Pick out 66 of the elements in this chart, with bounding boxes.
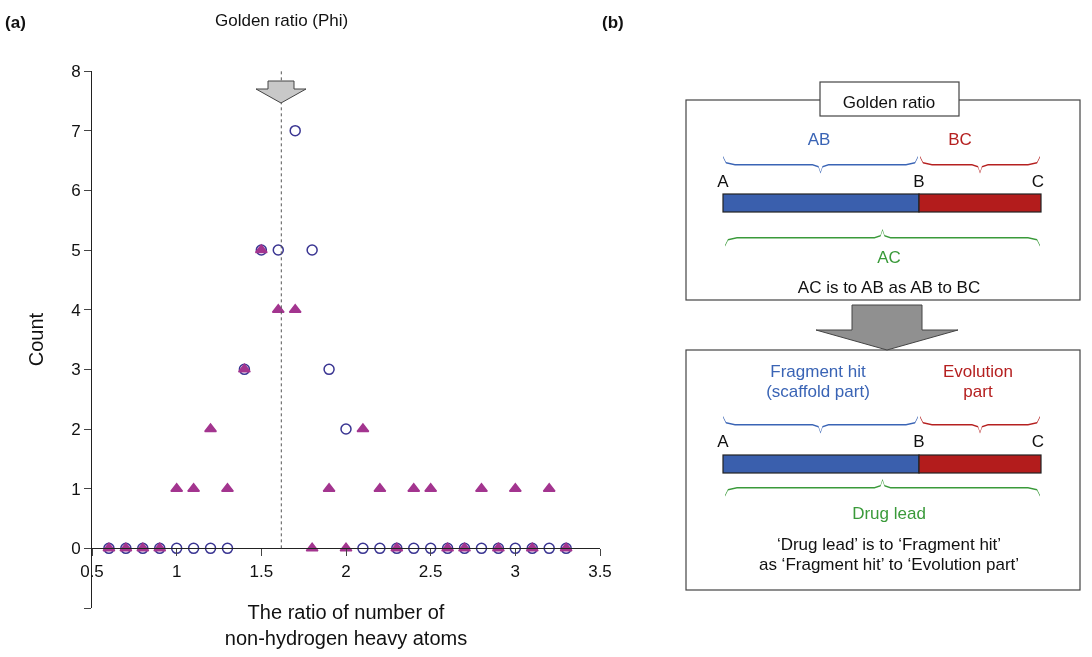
point	[322, 482, 336, 492]
y-tick-label: 8	[71, 61, 81, 81]
text: (b)	[602, 13, 624, 32]
x-tick-label: 2	[341, 561, 351, 581]
point	[220, 482, 234, 492]
point	[221, 542, 234, 555]
point	[424, 482, 438, 492]
text: AB	[807, 130, 831, 149]
x-tick-label: 2.5	[418, 561, 443, 581]
y-tick-label: 6	[71, 181, 81, 201]
point	[305, 542, 319, 552]
ref-line-label: Golden ratio (Phi)	[215, 11, 349, 30]
x-tick-label: 1.5	[249, 561, 274, 581]
x-axis-title: The ratio of number of non-hydrogen heavy atoms	[224, 601, 468, 650]
point	[407, 482, 421, 492]
text: A	[717, 432, 730, 451]
point	[340, 423, 352, 435]
text: C	[1031, 432, 1045, 451]
point	[272, 244, 285, 256]
point	[508, 482, 522, 492]
x-tick-label: 3	[510, 561, 521, 581]
point	[271, 303, 285, 313]
x-tick-label: 1	[171, 561, 182, 581]
point	[474, 482, 488, 492]
text: Fragment hit (scaffold part)	[766, 362, 870, 402]
point	[373, 482, 387, 492]
point	[306, 244, 318, 256]
text: BC	[948, 130, 972, 149]
point	[289, 124, 301, 137]
point	[407, 542, 420, 555]
text: A	[717, 172, 730, 191]
chart-title: (a)	[5, 13, 26, 33]
point	[187, 542, 200, 555]
point	[323, 363, 335, 376]
y-axis-title: Count	[24, 312, 47, 367]
point	[187, 482, 201, 492]
text: C	[1031, 172, 1045, 191]
point	[170, 542, 183, 555]
point	[542, 482, 556, 492]
y-tick-label: 7	[71, 121, 81, 141]
text: AC	[877, 248, 901, 267]
text: ‘Drug lead’ is to ‘Fragment hit’ as ‘Fragment hit’ to ‘Evolution part’	[758, 535, 1020, 575]
text: Golden ratio	[842, 93, 936, 112]
text: Drug lead	[852, 504, 926, 523]
y-tick-label: 3	[71, 360, 81, 380]
point	[356, 423, 370, 433]
x-tick-label: 3.5	[588, 561, 612, 581]
y-tick-label: 0	[71, 539, 81, 559]
y-tick-label: 1	[71, 479, 81, 499]
point	[288, 303, 302, 313]
y-tick-label: 4	[71, 300, 81, 320]
point	[509, 542, 522, 555]
point	[357, 542, 369, 555]
y-tick-label: 2	[71, 419, 81, 439]
text: Evolution part	[943, 362, 1013, 402]
point	[170, 482, 184, 492]
text: B	[913, 432, 925, 451]
text: AC is to AB as AB to BC	[797, 278, 981, 297]
point	[475, 542, 488, 555]
point	[204, 542, 217, 555]
point	[374, 542, 386, 555]
text: B	[913, 172, 925, 191]
y-tick-label: 5	[71, 240, 81, 260]
point	[204, 423, 218, 433]
point	[543, 542, 555, 555]
point	[424, 542, 437, 555]
